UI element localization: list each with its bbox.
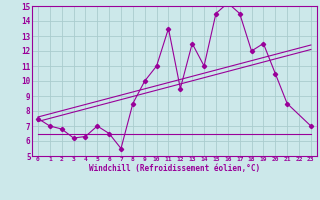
X-axis label: Windchill (Refroidissement éolien,°C): Windchill (Refroidissement éolien,°C) [89,164,260,173]
